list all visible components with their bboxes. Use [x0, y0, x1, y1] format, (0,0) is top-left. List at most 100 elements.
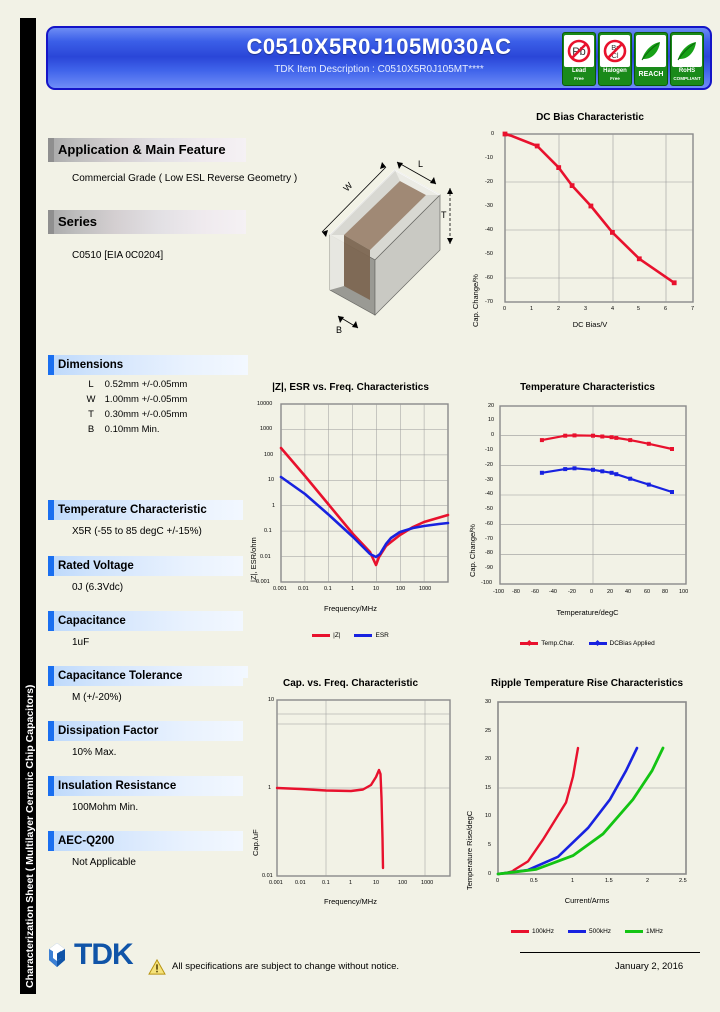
- rohs-badge: RoHS COMPLIANT: [670, 32, 704, 86]
- legend-item: 1MHz: [625, 928, 663, 935]
- xtick: 7: [691, 306, 695, 312]
- xtick: 1: [571, 878, 575, 884]
- section-header-rated-voltage: Rated Voltage: [48, 556, 248, 576]
- ytick: -80: [485, 550, 493, 556]
- xtick: 2: [557, 306, 561, 312]
- legend-swatch: [588, 642, 607, 645]
- legend-item: ESR: [354, 632, 389, 639]
- no-pb-icon: Pb: [564, 35, 594, 67]
- ytick: 10: [268, 697, 275, 703]
- side-label-text: Characterization Sheet ( Multilayer Cera…: [24, 684, 36, 988]
- xtick: 0: [503, 306, 507, 312]
- chart-title: Temperature Characteristics: [520, 382, 655, 393]
- ytick: -40: [485, 491, 493, 497]
- green-leaf-icon: [672, 35, 702, 67]
- xtick: 1: [351, 586, 355, 592]
- section-value-capacitance: 1uF: [72, 637, 90, 648]
- section-value-series: C0510 [EIA 0C0204]: [72, 250, 164, 261]
- xtick: 0: [496, 878, 500, 884]
- ytick: 0: [491, 131, 495, 137]
- chart-title: Ripple Temperature Rise Characteristics: [490, 678, 684, 689]
- chart-ripple-temp-rise: Ripple Temperature Rise Characteristics …: [458, 678, 716, 948]
- section-header-dissipation-factor: Dissipation Factor: [48, 721, 248, 741]
- section-header-temp-characteristic: Temperature Characteristic: [48, 500, 248, 520]
- dimension-value: 0.52mm +/-0.05mm: [104, 379, 188, 390]
- dimension-key: W: [86, 394, 96, 405]
- xtick: -60: [531, 589, 539, 595]
- ytick: 0.01: [260, 554, 271, 560]
- legend-item: |Z|: [312, 632, 340, 639]
- ytick: 1000: [260, 426, 273, 432]
- legend-label: ESR: [375, 632, 389, 639]
- chart-dc-bias: DC Bias Characteristic Cap. Change/% DC …: [465, 112, 715, 342]
- ytick: 20: [485, 756, 492, 762]
- ytick: -100: [481, 580, 493, 586]
- section-value-temp-characteristic: X5R (-55 to 85 degC +/-15%): [72, 526, 202, 537]
- badge-line1: Halogen: [603, 68, 627, 74]
- xtick: 80: [662, 589, 669, 595]
- legend-swatch: [510, 930, 529, 933]
- chart-title: |Z|, ESR vs. Freq. Characteristics: [272, 382, 429, 393]
- xtick: 1.5: [605, 878, 613, 884]
- ytick: 20: [488, 403, 495, 409]
- ytick: -70: [485, 299, 493, 305]
- no-br-cl-icon: Br Cl: [600, 35, 630, 67]
- ytick: 0.001: [256, 579, 270, 585]
- xtick: -100: [493, 589, 505, 595]
- legend-item: Temp.Char.: [520, 640, 575, 647]
- xtick: 1: [349, 880, 353, 886]
- chart-temperature: Temperature Characteristics Cap. Change/…: [460, 382, 715, 662]
- ytick: 10: [268, 477, 275, 483]
- legend-swatch: [312, 634, 331, 637]
- badge-line2: Free: [610, 76, 620, 81]
- section-value-aec-q200: Not Applicable: [72, 857, 136, 868]
- page-title: C0510X5R0J105M030AC: [246, 34, 512, 59]
- halogen-free-caption: Halogen Free: [599, 67, 631, 85]
- section-value-dissipation-factor: 10% Max.: [72, 747, 117, 758]
- green-leaf-icon: [636, 35, 666, 67]
- xtick: 100: [398, 880, 408, 886]
- xtick: 2.5: [679, 878, 687, 884]
- ytick: -60: [485, 275, 493, 281]
- xtick: 0.01: [295, 880, 306, 886]
- xtick: -20: [568, 589, 576, 595]
- side-strip: Characterization Sheet ( Multilayer Cera…: [20, 18, 36, 994]
- tdk-mark-icon: [49, 943, 65, 967]
- ytick: 15: [485, 785, 492, 791]
- tdk-logo: TDK: [42, 938, 134, 971]
- legend-swatch: [354, 634, 373, 637]
- ytick: -60: [485, 521, 493, 527]
- xtick: 40: [625, 589, 632, 595]
- xtick: -80: [512, 589, 520, 595]
- ytick: -40: [485, 227, 493, 233]
- dimension-row-b: B 0.10mm Min.: [80, 424, 160, 435]
- dimension-key: L: [88, 379, 94, 390]
- badge-line1: Lead: [571, 68, 586, 74]
- ytick: 10000: [257, 401, 273, 407]
- xtick: 0.1: [324, 586, 332, 592]
- xtick: 1000: [419, 586, 432, 592]
- ytick: 0.1: [264, 528, 272, 534]
- xtick: 0: [590, 589, 594, 595]
- warning-triangle-icon: [148, 959, 166, 975]
- chart-xlabel: Frequency/MHz: [324, 604, 377, 613]
- ytick: -20: [485, 179, 493, 185]
- dimension-value: 0.10mm Min.: [104, 424, 160, 435]
- svg-text:Br: Br: [611, 43, 619, 52]
- ytick: -20: [485, 462, 493, 468]
- dimension-key: T: [88, 409, 94, 420]
- section-header-dimensions: Dimensions: [48, 355, 248, 375]
- chip-drawing: W L T B: [300, 140, 475, 345]
- dimension-value: 1.00mm +/-0.05mm: [104, 394, 188, 405]
- section-header-series: Series: [48, 210, 246, 234]
- legend-divider: [520, 952, 700, 953]
- ytick: -50: [485, 251, 493, 257]
- ytick: -90: [485, 565, 493, 571]
- tdk-wordmark: TDK: [74, 938, 134, 971]
- xtick: 0.001: [273, 586, 287, 592]
- ytick: -70: [485, 536, 493, 542]
- section-header-cap-tolerance: Capacitance Tolerance: [48, 666, 248, 686]
- dim-label-w: W: [341, 180, 354, 193]
- ytick: 30: [485, 699, 492, 705]
- dim-label-b: B: [336, 325, 342, 335]
